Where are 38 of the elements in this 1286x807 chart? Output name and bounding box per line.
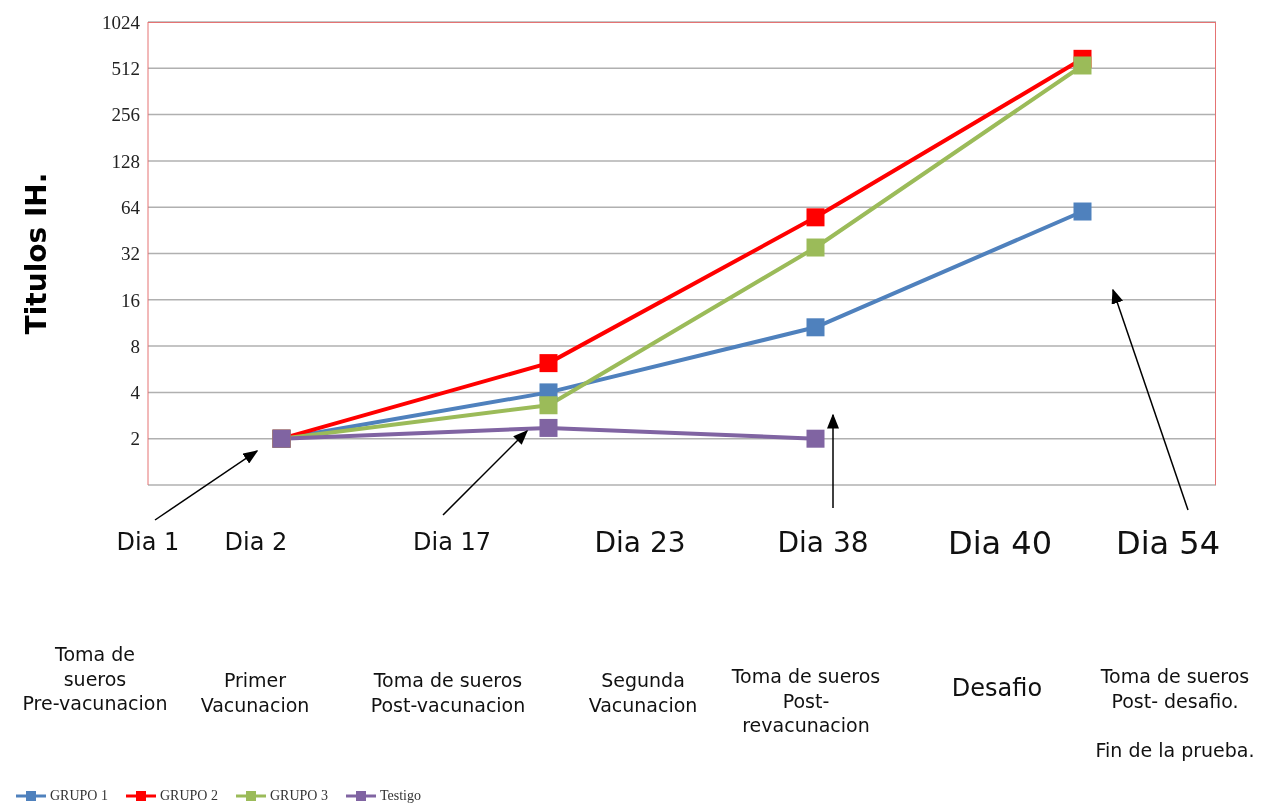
text: Dia 54 <box>1115 524 1221 562</box>
y-tick-label: 32 <box>121 243 140 265</box>
text: Toma de sueros Pre-vacunacion <box>21 642 169 717</box>
legend-label: GRUPO 2 <box>159 788 218 804</box>
point <box>806 429 825 448</box>
y-tick-label: 4 <box>130 382 141 404</box>
text: Dia 2 <box>224 528 288 556</box>
y-tick-label: 512 <box>111 58 140 80</box>
text: Toma de sueros Post- revacunacion <box>730 664 882 739</box>
point <box>806 238 825 257</box>
legend-label: GRUPO 1 <box>50 788 108 804</box>
y-tick-label: 16 <box>121 289 140 311</box>
y-tick-label: 1024 <box>102 11 141 33</box>
point <box>1073 56 1092 75</box>
point <box>539 354 558 373</box>
y-tick-label: 8 <box>130 335 140 357</box>
text: Segunda Vacunacion <box>587 668 699 718</box>
legend-label: Testigo <box>379 788 421 804</box>
y-tick-label: 256 <box>111 104 140 126</box>
point <box>1073 202 1092 221</box>
text: Desafio <box>950 673 1044 704</box>
point <box>806 208 825 227</box>
text: Dia 38 <box>776 526 870 559</box>
text: Toma de sueros Post- desafio. Fin de la prueba. <box>1095 665 1255 762</box>
point <box>539 396 558 415</box>
y-tick-label: 128 <box>111 150 140 172</box>
y-tick-label: 64 <box>121 196 141 218</box>
y-axis-title: Titulos IH. <box>19 172 53 335</box>
text: Dia 23 <box>593 526 687 559</box>
y-tick-label: 2 <box>130 428 140 450</box>
text: Toma de sueros Post-vacunacion <box>369 668 527 718</box>
text: Dia 1 <box>116 528 180 556</box>
text: Primer Vacunacion <box>200 669 310 716</box>
text: Dia 40 <box>947 524 1053 562</box>
legend-label: GRUPO 3 <box>269 788 328 804</box>
point <box>539 418 558 437</box>
text: Dia 17 <box>412 528 492 556</box>
point <box>806 318 825 337</box>
